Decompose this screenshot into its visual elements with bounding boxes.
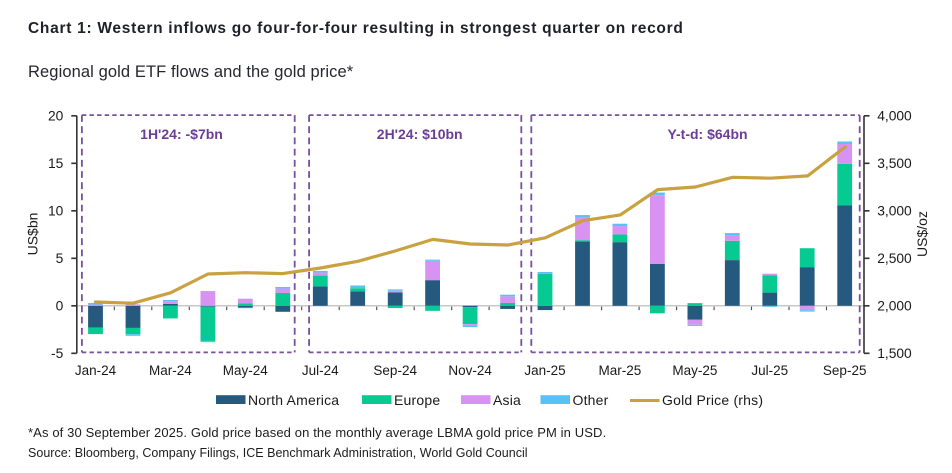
svg-text:1H'24: -$7bn: 1H'24: -$7bn <box>140 126 223 142</box>
svg-text:4,000: 4,000 <box>877 109 912 124</box>
svg-text:Gold Price (rhs): Gold Price (rhs) <box>662 392 763 408</box>
svg-text:Sep-24: Sep-24 <box>373 363 417 378</box>
svg-text:Other: Other <box>573 392 609 408</box>
svg-text:Nov-24: Nov-24 <box>448 363 492 378</box>
svg-text:5: 5 <box>56 251 64 266</box>
svg-text:Jan-25: Jan-25 <box>524 363 565 378</box>
svg-text:May-24: May-24 <box>223 363 269 378</box>
svg-text:3,500: 3,500 <box>877 156 912 171</box>
svg-text:3,000: 3,000 <box>877 204 912 219</box>
svg-text:2,500: 2,500 <box>877 251 912 266</box>
svg-text:Jan-24: Jan-24 <box>75 363 117 378</box>
svg-text:10: 10 <box>48 204 64 219</box>
svg-text:US$bn: US$bn <box>25 213 41 256</box>
svg-text:Mar-24: Mar-24 <box>149 363 192 378</box>
svg-text:Mar-25: Mar-25 <box>599 363 642 378</box>
svg-text:2H'24: $10bn: 2H'24: $10bn <box>377 126 463 142</box>
svg-text:Europe: Europe <box>394 392 440 408</box>
svg-text:Y-t-d: $64bn: Y-t-d: $64bn <box>667 126 747 142</box>
svg-text:North America: North America <box>248 392 339 408</box>
svg-text:20: 20 <box>48 109 64 124</box>
svg-text:US$/oz: US$/oz <box>914 211 930 257</box>
svg-text:2,000: 2,000 <box>877 299 912 314</box>
svg-text:Asia: Asia <box>493 392 521 408</box>
svg-text:May-25: May-25 <box>672 363 717 378</box>
svg-text:1,500: 1,500 <box>877 346 912 361</box>
svg-text:15: 15 <box>48 156 64 171</box>
svg-text:Sep-25: Sep-25 <box>823 363 867 378</box>
svg-text:Jul-24: Jul-24 <box>302 363 339 378</box>
svg-text:Jul-25: Jul-25 <box>751 363 788 378</box>
svg-text:-5: -5 <box>51 346 64 361</box>
svg-text:0: 0 <box>56 299 64 314</box>
